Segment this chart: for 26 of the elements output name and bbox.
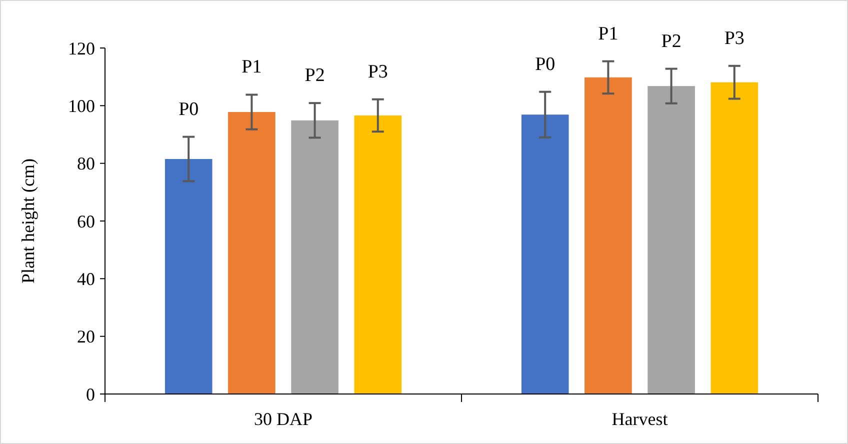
y-tick-label: 0	[86, 384, 95, 404]
bar	[521, 114, 569, 394]
bar	[710, 82, 758, 394]
bar	[354, 115, 402, 394]
x-tick-label: Harvest	[612, 409, 668, 429]
text: P0	[178, 98, 199, 120]
bar	[648, 86, 695, 394]
bar	[164, 159, 212, 394]
bar	[228, 112, 276, 394]
y-tick-label: 80	[77, 154, 95, 174]
x-tick-label: 30 DAP	[254, 409, 313, 429]
bar	[584, 77, 632, 394]
y-tick-label: 120	[68, 38, 95, 58]
y-tick-label: 40	[77, 268, 95, 289]
series-label: P3	[368, 61, 388, 82]
y-tick-label: 20	[77, 326, 95, 347]
y-tick-label: 100	[68, 96, 95, 116]
text: P0	[535, 54, 556, 75]
text: P3	[724, 28, 744, 49]
bar	[291, 120, 338, 394]
text: P2	[304, 65, 325, 86]
series-label: P1	[598, 23, 618, 44]
y-axis-title: Plant height (cm)	[18, 158, 38, 284]
text: P1	[242, 56, 262, 78]
series-label: P2	[661, 30, 682, 52]
y-tick-label: 60	[77, 211, 95, 232]
